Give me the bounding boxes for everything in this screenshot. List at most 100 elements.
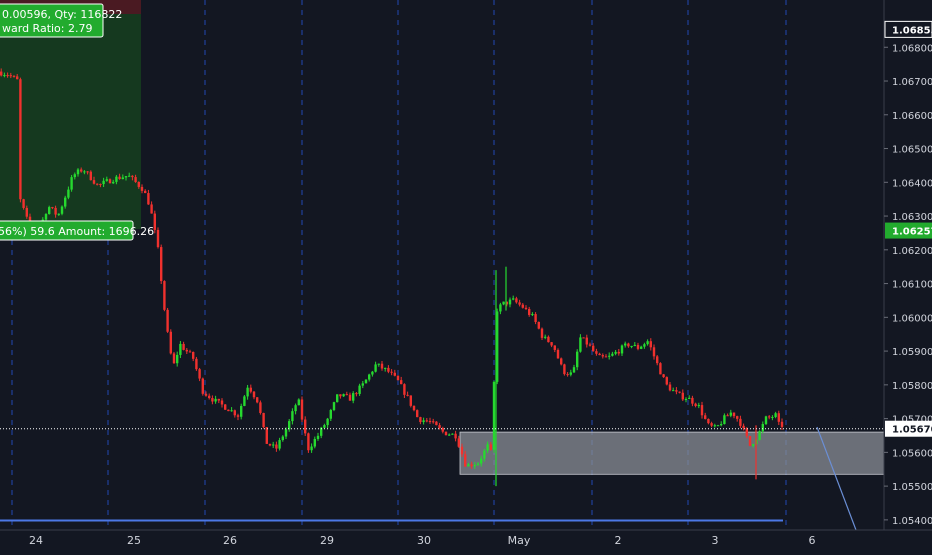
y-tick-label: 1.06300 [892, 212, 932, 223]
projection-trend-line[interactable] [816, 426, 857, 531]
position-label-bottom[interactable]: 56%) 59.6 Amount: 1696.26 [0, 220, 154, 241]
candle-body [668, 384, 672, 391]
y-tick-label: 1.06700 [892, 77, 932, 88]
candle-body [60, 206, 64, 214]
candle-body [406, 394, 409, 396]
candles [0, 68, 784, 487]
candle-body [624, 343, 627, 346]
candle-body [57, 213, 60, 215]
candle-body [233, 410, 236, 416]
candle-body [489, 444, 492, 450]
candle-body [729, 412, 732, 416]
candle-body [662, 374, 665, 378]
candle-body [112, 181, 115, 184]
candle-body [588, 344, 592, 346]
candle-body [716, 425, 720, 427]
candle-body [726, 415, 729, 417]
candle-body [51, 207, 54, 209]
candle-body [620, 345, 624, 354]
candle-body [140, 186, 144, 191]
candle-body [352, 393, 355, 401]
candle-body [44, 214, 48, 220]
x-tick-label: 25 [127, 534, 141, 547]
candle-body [764, 416, 768, 425]
candle-body [211, 398, 214, 402]
candle-body [720, 424, 723, 426]
candle-body [310, 446, 313, 451]
candle-body [297, 399, 300, 406]
candle-body [288, 421, 291, 430]
candle-body [105, 179, 108, 181]
candle-body [320, 427, 323, 436]
candle-body [412, 405, 416, 411]
candle-body [665, 377, 668, 385]
candle-body [451, 433, 454, 435]
candle-body [220, 400, 224, 405]
candle-body [12, 75, 16, 77]
candle-body [521, 304, 524, 308]
price-axis[interactable]: 1.06800 1.06700 1.06600 1.06500 1.06400 1.063… [883, 0, 932, 530]
candle-body [649, 341, 652, 348]
candle-body [646, 341, 649, 345]
candle-body [761, 424, 764, 432]
position-label-top[interactable]: 0.00596, Qty: 116822 ward Ratio: 2.79 [0, 3, 122, 38]
candle-body [73, 174, 76, 178]
candle-body [195, 358, 198, 370]
candle-body [374, 364, 377, 372]
candle-body [185, 349, 188, 352]
candle-body [627, 343, 630, 347]
candle-body [182, 343, 185, 350]
candle-body [22, 199, 25, 208]
candle-body [192, 352, 195, 359]
candle-body [563, 364, 566, 375]
candle-body [121, 177, 124, 180]
time-axis[interactable]: 24 25 26 29 30 May 2 3 6 [0, 529, 932, 547]
support-zone-box[interactable] [459, 431, 885, 475]
y-tick-label: 1.05600 [892, 448, 932, 459]
x-tick-label: 6 [809, 534, 816, 547]
candle-body [595, 351, 598, 354]
y-tick-label: 1.05500 [892, 482, 932, 493]
candle-body [697, 405, 700, 407]
candle-body [678, 391, 681, 393]
price-badge-label: 1.05670 [892, 425, 932, 436]
candle-body [630, 345, 633, 347]
candle-body [566, 374, 569, 376]
candle-body [457, 438, 460, 447]
candle-body [601, 355, 604, 357]
candle-body [278, 440, 281, 449]
candle-body [710, 423, 713, 426]
candle-body [403, 384, 406, 395]
candle-body [67, 189, 70, 198]
candle-body [179, 343, 182, 355]
candle-body [752, 444, 755, 446]
candle-body [172, 353, 176, 364]
price-badge-label: 1.06853 [892, 25, 932, 36]
candle-body [524, 307, 528, 310]
candle-body [688, 397, 691, 400]
candle-body [9, 75, 12, 77]
candle-body [272, 444, 275, 446]
candle-body [592, 345, 595, 352]
candle-body [582, 337, 585, 339]
candle-body [768, 416, 771, 418]
candle-body [387, 367, 390, 372]
candle-body [201, 378, 204, 394]
y-tick-label: 1.05800 [892, 381, 932, 392]
y-tick-label: 1.06100 [892, 280, 932, 291]
candle-body [300, 399, 304, 420]
candle-body [284, 429, 288, 437]
candle-body [691, 397, 694, 404]
candle-body [326, 418, 329, 426]
candle-body [243, 396, 246, 406]
candle-body [694, 403, 697, 406]
y-tick-label: 1.05400 [892, 516, 932, 527]
candle-body [643, 344, 646, 347]
candle-body [118, 176, 121, 180]
candle-body [480, 458, 483, 464]
overlays [0, 426, 884, 531]
y-tick-label: 1.06200 [892, 246, 932, 257]
candle-body [144, 190, 147, 194]
candle-body [617, 351, 620, 354]
